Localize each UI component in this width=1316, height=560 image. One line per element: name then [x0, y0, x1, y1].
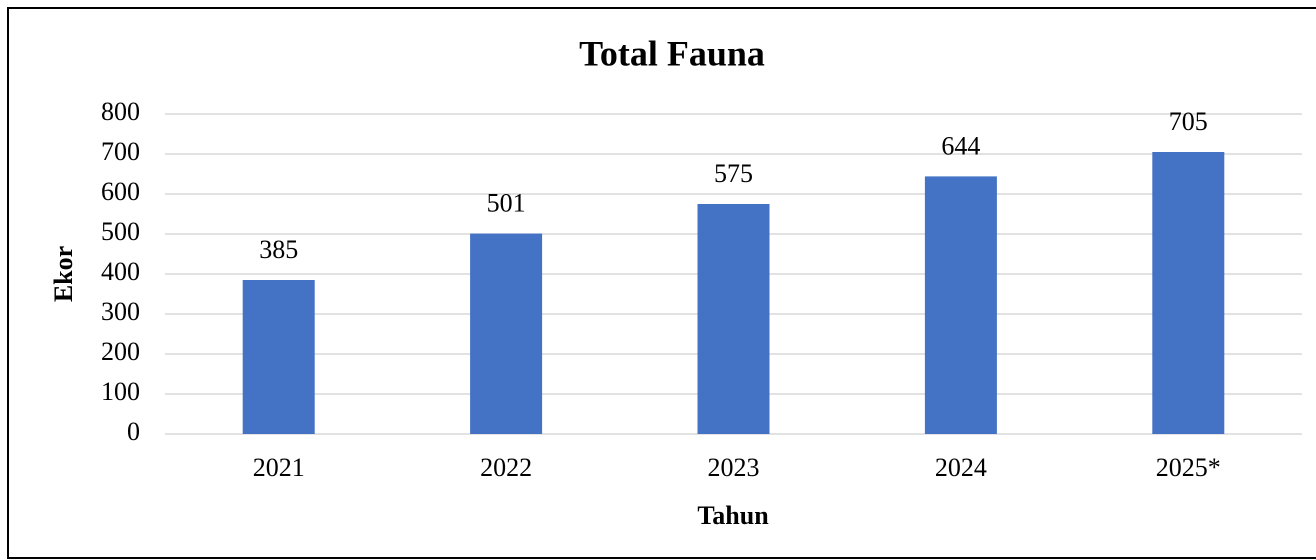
- x-tick-label: 2024: [935, 453, 987, 482]
- y-tick-label: 200: [101, 337, 140, 366]
- bar: [470, 233, 543, 434]
- y-tick-label: 700: [101, 137, 140, 166]
- chart-title: Total Fauna: [579, 33, 765, 73]
- bar: [924, 176, 997, 434]
- bar: [697, 204, 770, 434]
- y-tick-label: 800: [101, 97, 140, 126]
- value-label: 501: [487, 189, 526, 218]
- bar: [1152, 152, 1225, 434]
- value-label: 705: [1169, 107, 1208, 136]
- chart-border: [7, 7, 1316, 559]
- y-axis-label: Ekor: [49, 246, 78, 302]
- x-tick-label: 2025*: [1156, 453, 1221, 482]
- value-label: 575: [714, 159, 753, 188]
- value-label: 385: [259, 235, 298, 264]
- y-tick-label: 100: [101, 377, 140, 406]
- x-axis-label: Tahun: [697, 501, 769, 530]
- y-tick-label: 0: [127, 417, 140, 446]
- bar: [242, 280, 315, 434]
- y-tick-label: 300: [101, 297, 140, 326]
- x-tick-label: 2021: [253, 453, 305, 482]
- y-tick-label: 400: [101, 257, 140, 286]
- x-tick-label: 2023: [708, 453, 760, 482]
- y-tick-label: 600: [101, 177, 140, 206]
- x-tick-label: 2022: [480, 453, 532, 482]
- y-tick-label: 500: [101, 217, 140, 246]
- value-label: 644: [941, 131, 980, 160]
